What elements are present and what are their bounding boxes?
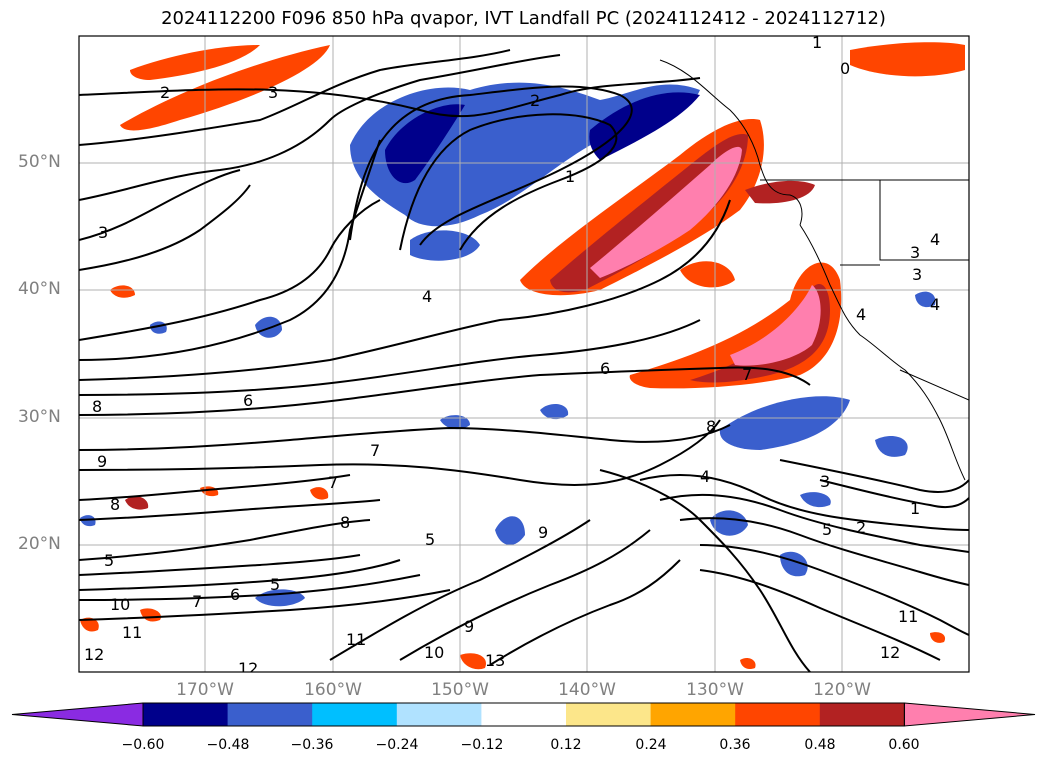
contour-label: 7 (370, 441, 380, 460)
contour-label: 12 (84, 645, 104, 664)
map-title: 2024112200 F096 850 hPa qvapor, IVT Land… (161, 8, 886, 29)
lat-label-40n: 40°N (18, 279, 61, 299)
contour-label: 10 (110, 595, 130, 614)
colorbar-segment (735, 703, 821, 726)
contour-label: 4 (930, 230, 940, 249)
contour-label: 9 (97, 452, 107, 471)
contour-label: 11 (346, 630, 366, 649)
contour-label: 4 (700, 467, 710, 486)
colorbar-tick: −0.36 (290, 737, 334, 753)
colorbar-tick: −0.60 (121, 737, 165, 753)
colorbar-extend-low (11, 702, 144, 727)
contour-label: 12 (238, 659, 258, 678)
contour-label: 1 (910, 499, 920, 518)
contour-label: 4 (422, 287, 432, 306)
contour-label: 6 (243, 391, 253, 410)
colorbar-segment (566, 703, 652, 726)
lon-label-120w: 120°W (813, 680, 871, 700)
colorbar-tick: 0.36 (719, 737, 751, 753)
lon-label-130w: 130°W (686, 680, 744, 700)
colorbar-segment (227, 703, 313, 726)
contour-label: 11 (898, 607, 918, 626)
graticule (79, 36, 969, 672)
contour-label: 5 (425, 530, 435, 549)
contour-lines (79, 49, 969, 672)
colorbar-segment (143, 703, 229, 726)
contour-label: 10 (424, 643, 444, 662)
contour-label: 6 (230, 585, 240, 604)
contour-label: 7 (742, 365, 752, 384)
contour-label: 9 (464, 617, 474, 636)
colorbar-segments (11, 702, 1036, 727)
contour-label: 7 (328, 473, 338, 492)
colorbar-tick: −0.24 (375, 737, 419, 753)
negative-anomaly-fills (80, 82, 936, 607)
contour-label: 1 (812, 33, 822, 52)
colorbar-tick: −0.12 (460, 737, 504, 753)
contour-label: 8 (340, 513, 350, 532)
contour-label: 6 (600, 359, 610, 378)
contour-label: 9 (538, 523, 548, 542)
contour-label: 8 (706, 417, 716, 436)
contour-label: 8 (110, 495, 120, 514)
contour-label: 4 (856, 305, 866, 324)
map-frame (78, 35, 970, 673)
lat-label-50n: 50°N (18, 152, 61, 172)
colorbar-segment (819, 703, 905, 726)
colorbar-tick: 0.12 (550, 737, 582, 753)
colorbar-tick: 0.60 (888, 737, 920, 753)
lon-label-170w: 170°W (176, 680, 234, 700)
lon-label-140w: 140°W (558, 680, 616, 700)
lon-label-160w: 160°W (304, 680, 362, 700)
contour-label: 2 (160, 83, 170, 102)
contour-label: 3 (820, 472, 830, 491)
contour-label: 12 (880, 643, 900, 662)
contour-label: 11 (122, 623, 142, 642)
contour-label: 2 (530, 91, 540, 110)
colorbar-frame (142, 702, 905, 727)
colorbar-segment (312, 703, 398, 726)
contour-label: 0 (840, 59, 850, 78)
contour-label: 13 (485, 651, 505, 670)
contour-labels: 1 0 2 3 2 3 1 4 3 4 3 4 4 6 6 7 8 8 9 8 … (84, 33, 940, 678)
colorbar-tick: −0.48 (206, 737, 250, 753)
contour-label: 3 (910, 243, 920, 262)
colorbar-segment (396, 703, 482, 726)
lat-label-20n: 20°N (18, 534, 61, 554)
colorbar-tick: 0.48 (804, 737, 836, 753)
colorbar-tick: 0.24 (635, 737, 667, 753)
contour-label: 1 (565, 167, 575, 186)
contour-label: 4 (930, 295, 940, 314)
contour-label: 3 (912, 265, 922, 284)
contour-label: 3 (98, 223, 108, 242)
contour-label: 5 (822, 520, 832, 539)
colorbar-segment (650, 703, 736, 726)
colorbar-extend-high (903, 702, 1036, 727)
colorbar-segment (481, 703, 567, 726)
map-plot: 1 0 2 3 2 3 1 4 3 4 3 4 4 6 6 7 8 8 9 8 … (78, 33, 970, 678)
lon-label-150w: 150°W (431, 680, 489, 700)
contour-label: 5 (270, 575, 280, 594)
lat-label-30n: 30°N (18, 407, 61, 427)
coastlines (659, 59, 969, 481)
contour-label: 2 (856, 518, 866, 537)
contour-label: 5 (104, 551, 114, 570)
contour-label: 3 (268, 83, 278, 102)
contour-label: 8 (92, 397, 102, 416)
contour-label: 7 (192, 592, 202, 611)
